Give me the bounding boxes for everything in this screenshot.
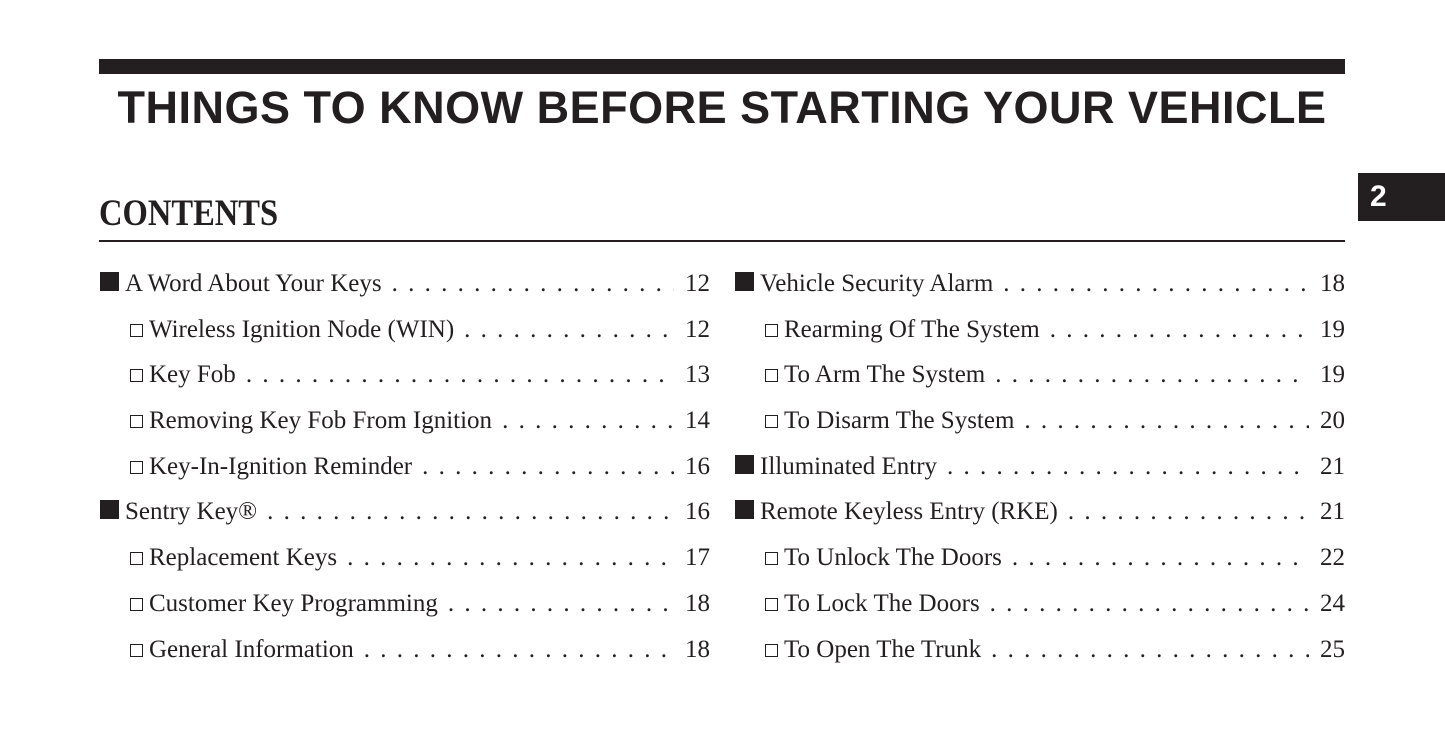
toc-entry-page: 24 bbox=[1320, 589, 1345, 617]
toc-entry-label: To Disarm The System bbox=[784, 407, 1015, 435]
hollow-square-bullet-icon bbox=[130, 552, 143, 566]
dot-leader bbox=[392, 270, 674, 298]
toc-entry-label: Customer Key Programming bbox=[149, 589, 438, 617]
toc-entry-label: Remote Keyless Entry (RKE) bbox=[760, 498, 1058, 526]
toc-left-column: A Word About Your Keys12Wireless Ignitio… bbox=[100, 270, 710, 681]
dot-leader bbox=[990, 590, 1309, 618]
toc-entry-page: 14 bbox=[685, 407, 710, 435]
toc-entry[interactable]: Replacement Keys 17 bbox=[100, 544, 710, 590]
toc-entry-label: Key Fob bbox=[149, 361, 236, 389]
toc-entry[interactable]: A Word About Your Keys 12 bbox=[100, 270, 710, 316]
filled-square-bullet-icon bbox=[100, 272, 119, 291]
toc-entry-label: Key-In-Ignition Reminder bbox=[149, 452, 413, 480]
toc-entry-page: 12 bbox=[685, 315, 710, 343]
toc-entry[interactable]: Remote Keyless Entry (RKE) 21 bbox=[735, 498, 1345, 544]
toc-entry-page: 19 bbox=[1320, 315, 1345, 343]
dot-leader bbox=[448, 590, 674, 618]
dot-leader bbox=[1050, 316, 1309, 344]
toc-entry[interactable]: General Information 18 bbox=[100, 636, 710, 682]
header-rule bbox=[99, 59, 1345, 74]
toc-entry-label: Wireless Ignition Node (WIN) bbox=[149, 315, 455, 343]
hollow-square-bullet-icon bbox=[765, 323, 778, 337]
toc-entry[interactable]: Vehicle Security Alarm 18 bbox=[735, 270, 1345, 316]
toc-entry-label: A Word About Your Keys bbox=[125, 270, 382, 297]
hollow-square-bullet-icon bbox=[765, 552, 778, 566]
page-title: THINGS TO KNOW BEFORE STARTING YOUR VEHI… bbox=[117, 82, 1327, 133]
toc-entry-label: Replacement Keys bbox=[149, 544, 338, 572]
filled-square-bullet-icon bbox=[735, 500, 754, 520]
dot-leader bbox=[502, 407, 674, 435]
toc-entry-label: Removing Key Fob From Ignition bbox=[149, 407, 493, 435]
toc-entry-label: To Lock The Doors bbox=[784, 589, 980, 617]
toc-entry[interactable]: Customer Key Programming 18 bbox=[100, 590, 710, 636]
toc-entry-page: 13 bbox=[685, 361, 710, 389]
toc-entry[interactable]: Wireless Ignition Node (WIN) 12 bbox=[100, 316, 710, 362]
toc-entry-label: To Unlock The Doors bbox=[784, 544, 1002, 572]
hollow-square-bullet-icon bbox=[130, 460, 143, 474]
toc-entry-page: 25 bbox=[1320, 635, 1345, 663]
hollow-square-bullet-icon bbox=[130, 369, 143, 383]
dot-leader bbox=[422, 453, 674, 481]
toc-entry-page: 19 bbox=[1320, 361, 1345, 389]
hollow-square-bullet-icon bbox=[765, 643, 778, 657]
toc-entry[interactable]: To Open The Trunk 25 bbox=[735, 636, 1345, 682]
dot-leader bbox=[364, 636, 674, 664]
contents-rule bbox=[99, 240, 1345, 242]
toc-entry-page: 16 bbox=[685, 452, 710, 480]
toc-entry-page: 18 bbox=[1320, 270, 1345, 297]
toc-entry[interactable]: To Unlock The Doors 22 bbox=[735, 544, 1345, 590]
contents-heading: CONTENTS bbox=[99, 193, 279, 234]
toc-entry-page: 21 bbox=[1320, 498, 1345, 526]
dot-leader bbox=[991, 636, 1309, 664]
hollow-square-bullet-icon bbox=[130, 643, 143, 657]
hollow-square-bullet-icon bbox=[130, 415, 143, 429]
toc-right-column: Vehicle Security Alarm 18 Rearming Of The … bbox=[735, 270, 1345, 681]
toc-entry-page: 12 bbox=[685, 270, 710, 297]
toc-entry[interactable]: To Lock The Doors 24 bbox=[735, 590, 1345, 636]
toc-entry[interactable]: Key-In-Ignition Reminder 16 bbox=[100, 453, 710, 499]
dot-leader bbox=[1068, 498, 1309, 526]
dot-leader bbox=[947, 453, 1309, 481]
filled-square-bullet-icon bbox=[735, 454, 754, 474]
dot-leader bbox=[995, 361, 1309, 389]
hollow-square-bullet-icon bbox=[765, 369, 778, 383]
dot-leader bbox=[267, 498, 674, 526]
toc-entry-label: To Arm The System bbox=[784, 361, 986, 389]
hollow-square-bullet-icon bbox=[130, 323, 143, 337]
dot-leader bbox=[1003, 270, 1309, 298]
dot-leader bbox=[246, 361, 674, 389]
toc-entry-label: Rearming Of The System bbox=[784, 315, 1040, 343]
toc-entry-page: 20 bbox=[1320, 407, 1345, 435]
toc-entry[interactable]: Sentry Key® 16 bbox=[100, 498, 710, 544]
filled-square-bullet-icon bbox=[100, 500, 119, 520]
hollow-square-bullet-icon bbox=[130, 597, 143, 611]
filled-square-bullet-icon bbox=[735, 272, 754, 291]
toc-entry[interactable]: Key Fob 13 bbox=[100, 361, 710, 407]
toc-entry[interactable]: Removing Key Fob From Ignition 14 bbox=[100, 407, 710, 453]
hollow-square-bullet-icon bbox=[765, 415, 778, 429]
toc-entry-page: 18 bbox=[685, 589, 710, 617]
toc-entry[interactable]: To Arm The System 19 bbox=[735, 361, 1345, 407]
hollow-square-bullet-icon bbox=[765, 597, 778, 611]
chapter-tab: 2 bbox=[1358, 173, 1445, 221]
toc-entry-page: 17 bbox=[685, 544, 710, 572]
toc-entry-label: General Information bbox=[149, 635, 354, 663]
toc-entry-label: Vehicle Security Alarm bbox=[760, 270, 994, 297]
toc-entry-label: Sentry Key® bbox=[125, 498, 258, 526]
toc-entry-page: 16 bbox=[685, 498, 710, 526]
toc-entry-page: 18 bbox=[685, 635, 710, 663]
dot-leader bbox=[464, 316, 674, 344]
toc-entry-label: Illuminated Entry bbox=[760, 452, 938, 480]
toc-entry-label: To Open The Trunk bbox=[784, 635, 982, 663]
toc-entry[interactable]: Rearming Of The System 19 bbox=[735, 316, 1345, 362]
dot-leader bbox=[1024, 407, 1309, 435]
dot-leader bbox=[347, 544, 674, 572]
toc-entry[interactable]: To Disarm The System 20 bbox=[735, 407, 1345, 453]
toc-entry-page: 22 bbox=[1320, 544, 1345, 572]
toc-entry[interactable]: Illuminated Entry 21 bbox=[735, 453, 1345, 499]
dot-leader bbox=[1012, 544, 1309, 572]
toc-entry-page: 21 bbox=[1320, 452, 1345, 480]
